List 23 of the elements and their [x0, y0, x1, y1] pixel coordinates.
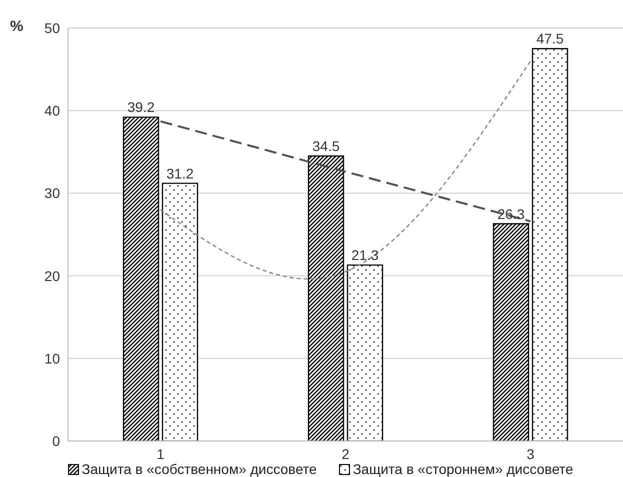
data-label: 34.5 [312, 138, 340, 154]
bar [346, 264, 384, 441]
y-tick-label: 20 [44, 268, 60, 284]
y-tick-label: 0 [52, 432, 60, 449]
x-tick-label: 1 [156, 446, 165, 462]
bar [532, 48, 568, 441]
bar [162, 182, 198, 441]
data-label: 47.5 [536, 30, 564, 47]
y-tick-label: 30 [44, 185, 60, 202]
y-axis-title: % [10, 18, 24, 35]
legend-label: Защита в «стороннем» диссовете [352, 461, 574, 477]
bar [492, 223, 530, 441]
x-tick-label: 2 [342, 446, 350, 462]
y-tick-label: 50 [44, 20, 60, 36]
data-label: 39.2 [127, 99, 155, 116]
x-tick-label: 3 [526, 446, 535, 462]
data-label: 31.2 [166, 165, 194, 182]
bar [308, 155, 344, 441]
legend-label: Защита в «собственном» диссовете [80, 461, 317, 477]
data-label: 21.3 [351, 247, 379, 264]
bar [122, 116, 160, 441]
y-tick-label: 40 [44, 102, 60, 119]
y-tick-label: 10 [44, 350, 60, 366]
